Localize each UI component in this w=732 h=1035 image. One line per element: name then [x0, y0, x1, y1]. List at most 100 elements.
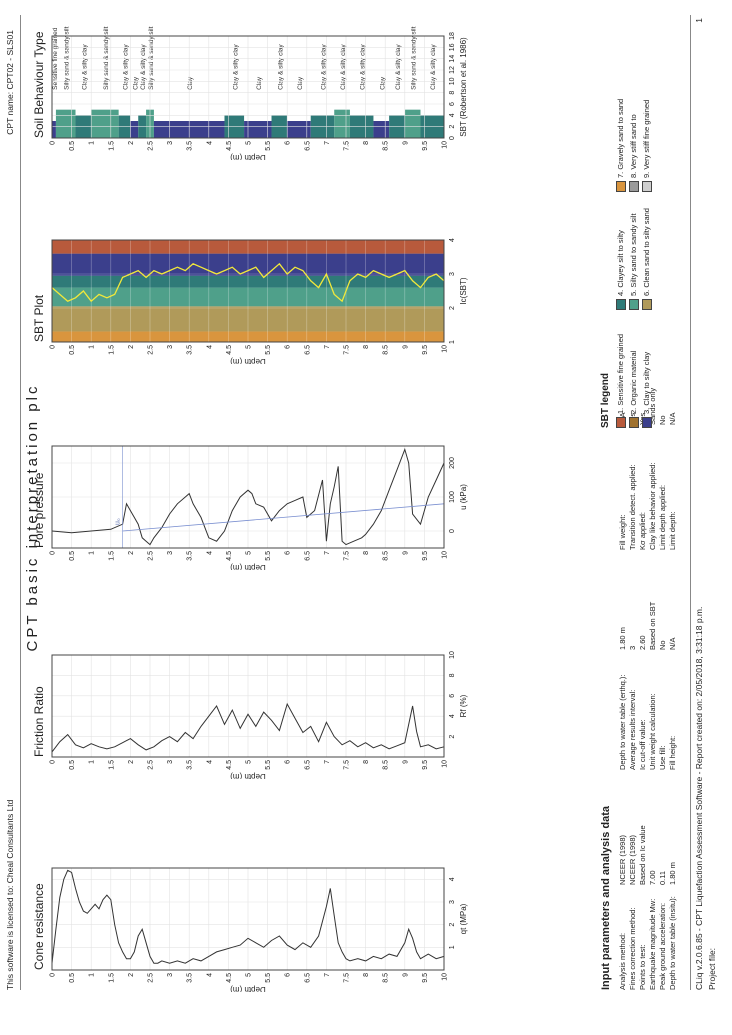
x-tick-label: 3 [449, 272, 456, 276]
y-tick-label: 8.5 [383, 973, 390, 983]
x-tick-label: 2 [449, 923, 456, 927]
y-tick-label: 3 [167, 141, 174, 145]
y-tick-label: 8 [363, 551, 370, 555]
y-tick-label: 8 [363, 973, 370, 977]
y-tick-label: 6.5 [304, 345, 311, 355]
series-cone-resistance [51, 869, 445, 964]
y-tick-label: 1 [89, 345, 96, 349]
y-tick-label: 4.5 [226, 760, 233, 770]
chart-svg: 0 0.5 1 1.5 2 2.5 3 3.5 4 4.5 5 5.5 6 6.5 7 7.5 8 8.5 9 9.5… [50, 867, 468, 992]
sbt-layer-label: Clay & silty clay [81, 44, 88, 90]
y-tick-label: 8 [363, 345, 370, 349]
y-tick-label: 6 [285, 141, 292, 145]
y-tick-label: 4.5 [226, 973, 233, 983]
y-tick-label: 1.5 [108, 141, 115, 151]
sbt-layer-label: Silty sand & sandy silt [411, 26, 418, 89]
x-tick-label: 3 [449, 900, 456, 904]
y-axis-label: Depth (m) [230, 772, 266, 779]
y-tick-label: 5.5 [265, 345, 272, 355]
y-tick-label: 7 [324, 551, 331, 555]
license-text: This software is licensed to: Cheal Cons… [5, 799, 15, 990]
input-label: Clay like behavior applied: [648, 462, 657, 550]
y-axis-label: Depth (m) [230, 563, 266, 570]
y-tick-label: 5 [246, 551, 253, 555]
chart-2: Pore pressure 0 0.5 1 1.5 2 2.5 3 3.5 4 4.5 5 5.5 6 6.… [32, 420, 502, 570]
input-label: Fines correction method: [628, 907, 637, 990]
sbt-zone-0 [52, 331, 444, 342]
y-tick-label: 5 [246, 141, 253, 145]
input-label: Limit depth applied: [658, 484, 667, 550]
y-tick-label: 1.5 [108, 551, 115, 561]
y-tick-label: 3.5 [187, 345, 194, 355]
y-tick-label: 0.5 [69, 551, 76, 561]
sbt-zone-4 [52, 253, 444, 276]
input-label: Fill weight: [618, 514, 627, 550]
y-tick-label: 1 [89, 141, 96, 145]
legend-swatch [616, 181, 626, 192]
y-tick-label: 9 [402, 551, 409, 555]
sbt-zone-1 [52, 306, 444, 332]
y-tick-label: 0 [50, 141, 57, 145]
sbt-layer-label: Clay & silty clay [140, 44, 147, 90]
sbt-layer-label: Silty sand & sandy silt [103, 26, 110, 89]
x-tick-label: 200 [449, 457, 456, 469]
sbt-layer-label: Clay & silty clay [395, 44, 402, 90]
input-label: Kσ applied: [638, 512, 647, 550]
y-tick-label: 3 [167, 345, 174, 349]
input-value: No [658, 640, 667, 650]
chart-4: Soil Behaviour Type Sensitive fine graine… [32, 10, 502, 160]
y-tick-label: 5.5 [265, 551, 272, 561]
header-rule [20, 15, 21, 990]
chart-1: Friction Ratio 0 0.5 1 1.5 2 2.5 3 3.5 4 4.5 5 5.5 6 6… [32, 629, 502, 779]
y-tick-label: 2 [128, 973, 135, 977]
y-tick-label: 4 [206, 345, 213, 349]
y-tick-label: 9.5 [422, 345, 429, 355]
x-axis-label: SBT (Robertson et al. 1986) [459, 37, 468, 137]
sbt-layer-14 [334, 109, 350, 138]
y-tick-label: 8.5 [383, 141, 390, 151]
x-tick-label: 2 [449, 735, 456, 739]
x-axis-label: qt (MPa) [459, 903, 468, 934]
chart-svg: 0 0.5 1 1.5 2 2.5 3 3.5 4 4.5 5 5.5 6 6.5 7 7.5 8 8.5 9 9.5… [50, 651, 469, 779]
y-tick-label: 7.5 [344, 760, 351, 770]
y-tick-label: 5 [246, 760, 253, 764]
series-u [51, 447, 445, 546]
x-tick-label: 18 [449, 32, 456, 40]
legend-swatch [629, 181, 639, 192]
y-tick-label: 8.5 [383, 551, 390, 561]
y-tick-label: 10 [442, 345, 449, 353]
y-tick-label: 4.5 [226, 141, 233, 151]
y-tick-label: 2.5 [148, 760, 155, 770]
x-tick-label: 1 [449, 340, 456, 344]
y-tick-label: 9 [402, 141, 409, 145]
legend-label: 1. Sensitive fine grained [616, 333, 625, 414]
x-tick-label: 14 [449, 55, 456, 63]
input-label: Ic cut-off value: [638, 719, 647, 770]
y-tick-label: 0.5 [69, 345, 76, 355]
x-tick-label: 1 [449, 945, 456, 949]
y-tick-label: 2 [128, 345, 135, 349]
x-tick-label: 2 [449, 306, 456, 310]
sbt-layer-label: Clay & silty clay [277, 44, 284, 90]
y-tick-label: 6.5 [304, 551, 311, 561]
y-tick-label: 4 [206, 760, 213, 764]
footer-page: 1 [694, 18, 704, 23]
series-sbt-plot [51, 262, 445, 303]
y-tick-label: 6.5 [304, 760, 311, 770]
sbt-layer-12 [287, 121, 311, 138]
sbt-layer-16 [373, 121, 390, 138]
sbt-layer-label: Clay & silty clay [123, 44, 130, 90]
y-tick-label: 5.5 [265, 760, 272, 770]
input-value: NCEER (1998) [628, 834, 637, 885]
x-tick-label: 4 [449, 238, 456, 242]
y-tick-label: 3 [167, 973, 174, 977]
input-value: NCEER (1998) [618, 834, 627, 885]
legend-label: 4. Clayey silt to silty [616, 230, 625, 296]
x-tick-label: 0 [449, 136, 456, 140]
y-tick-label: 1 [89, 973, 96, 977]
y-tick-label: 10 [442, 551, 449, 559]
legend-swatch [629, 417, 639, 428]
y-tick-label: 2.5 [148, 551, 155, 561]
input-value: N/A [668, 637, 677, 650]
input-label: Depth to water table (insitu): [668, 896, 677, 990]
